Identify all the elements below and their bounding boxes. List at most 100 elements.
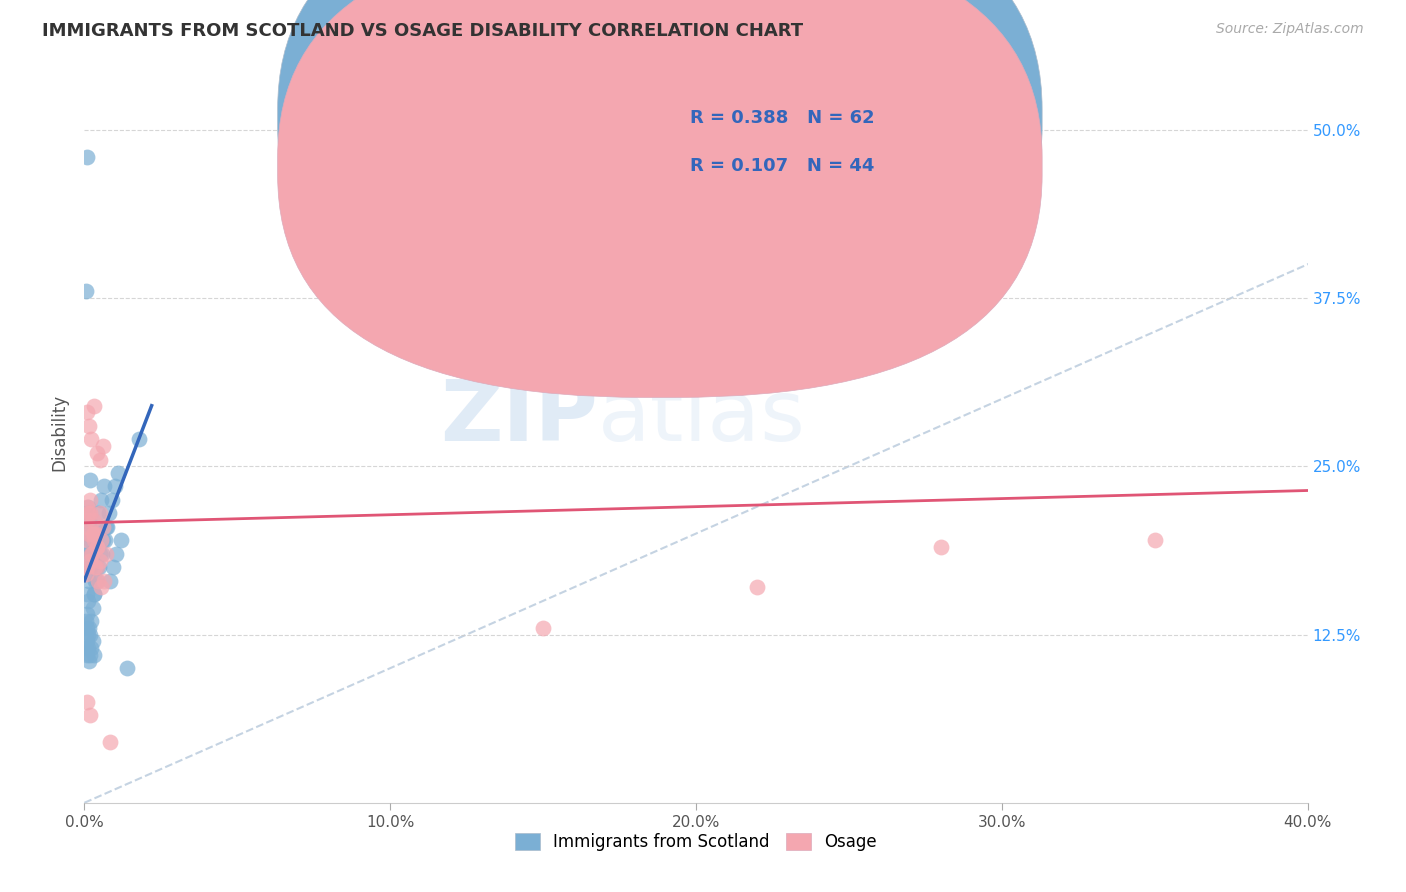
Point <box>80 547 103 561</box>
Point <box>80 547 103 561</box>
Point <box>1143 533 1166 548</box>
Point <box>83 587 105 601</box>
Point <box>77 574 100 588</box>
Point <box>82 513 104 527</box>
Point <box>103 560 125 574</box>
Point <box>83 648 105 662</box>
Point <box>86 560 108 574</box>
Point <box>77 500 100 514</box>
Point <box>79 560 101 574</box>
Point <box>89 547 111 561</box>
Point <box>76 648 98 662</box>
Point <box>97 507 120 521</box>
Point <box>83 399 105 413</box>
Legend: Immigrants from Scotland, Osage: Immigrants from Scotland, Osage <box>508 826 884 857</box>
Point <box>80 547 103 561</box>
Point <box>86 540 108 554</box>
Point <box>96 520 118 534</box>
Point <box>86 574 108 588</box>
Point <box>105 547 128 561</box>
Point <box>79 553 101 567</box>
Text: Source: ZipAtlas.com: Source: ZipAtlas.com <box>1216 22 1364 37</box>
Point <box>80 547 103 561</box>
Point <box>79 708 101 723</box>
Text: R = 0.388   N = 62: R = 0.388 N = 62 <box>690 109 875 127</box>
Point <box>83 526 105 541</box>
Point <box>77 560 100 574</box>
Point <box>93 574 115 588</box>
Point <box>101 492 124 507</box>
FancyBboxPatch shape <box>277 0 1042 398</box>
Point <box>89 452 111 467</box>
Point <box>94 520 117 534</box>
Text: atlas: atlas <box>598 376 806 459</box>
Point <box>90 492 112 507</box>
Point <box>89 507 111 521</box>
Point <box>929 540 952 554</box>
Point <box>80 520 103 534</box>
Point <box>75 513 97 527</box>
Point <box>75 540 97 554</box>
Point <box>79 473 101 487</box>
Point <box>76 547 98 561</box>
Point <box>80 640 103 655</box>
Point <box>80 614 103 628</box>
Point <box>87 560 110 574</box>
Point <box>75 640 97 655</box>
Point <box>84 526 107 541</box>
Point <box>79 627 101 641</box>
Point <box>94 533 117 548</box>
Point <box>86 540 108 554</box>
Point <box>128 433 150 447</box>
Point <box>98 735 121 749</box>
Point <box>77 640 100 655</box>
Point <box>80 433 103 447</box>
FancyBboxPatch shape <box>610 78 1002 207</box>
Point <box>83 533 105 548</box>
Point <box>98 574 121 588</box>
Point <box>77 594 100 608</box>
Point <box>77 655 100 669</box>
Point <box>91 439 114 453</box>
Point <box>79 533 101 548</box>
Point <box>79 507 101 521</box>
Point <box>76 621 98 635</box>
Point <box>77 418 100 433</box>
Point <box>110 533 132 548</box>
Point <box>77 507 100 521</box>
Point <box>89 553 111 567</box>
Point <box>76 587 98 601</box>
Point <box>84 520 107 534</box>
Point <box>77 621 100 635</box>
Point <box>75 566 97 581</box>
Point <box>76 500 98 514</box>
Point <box>76 513 98 527</box>
Point <box>86 446 108 460</box>
Point <box>90 581 112 595</box>
Point <box>76 634 98 648</box>
Y-axis label: Disability: Disability <box>51 394 69 471</box>
Point <box>83 533 105 548</box>
Point <box>76 507 98 521</box>
Point <box>86 560 108 574</box>
Text: ZIP: ZIP <box>440 376 598 459</box>
Point <box>79 648 101 662</box>
Point <box>75 285 97 299</box>
Point <box>76 526 98 541</box>
Point <box>82 526 104 541</box>
Point <box>76 560 98 574</box>
Point <box>84 574 107 588</box>
Point <box>82 600 104 615</box>
Point <box>84 560 107 574</box>
Point <box>76 627 98 641</box>
Point <box>76 405 98 419</box>
Point <box>93 479 115 493</box>
Point <box>115 661 138 675</box>
Point <box>76 150 98 164</box>
Point <box>87 507 110 521</box>
FancyBboxPatch shape <box>277 0 1042 350</box>
Point <box>91 547 114 561</box>
Point <box>76 607 98 622</box>
Point <box>77 526 100 541</box>
Point <box>91 520 114 534</box>
